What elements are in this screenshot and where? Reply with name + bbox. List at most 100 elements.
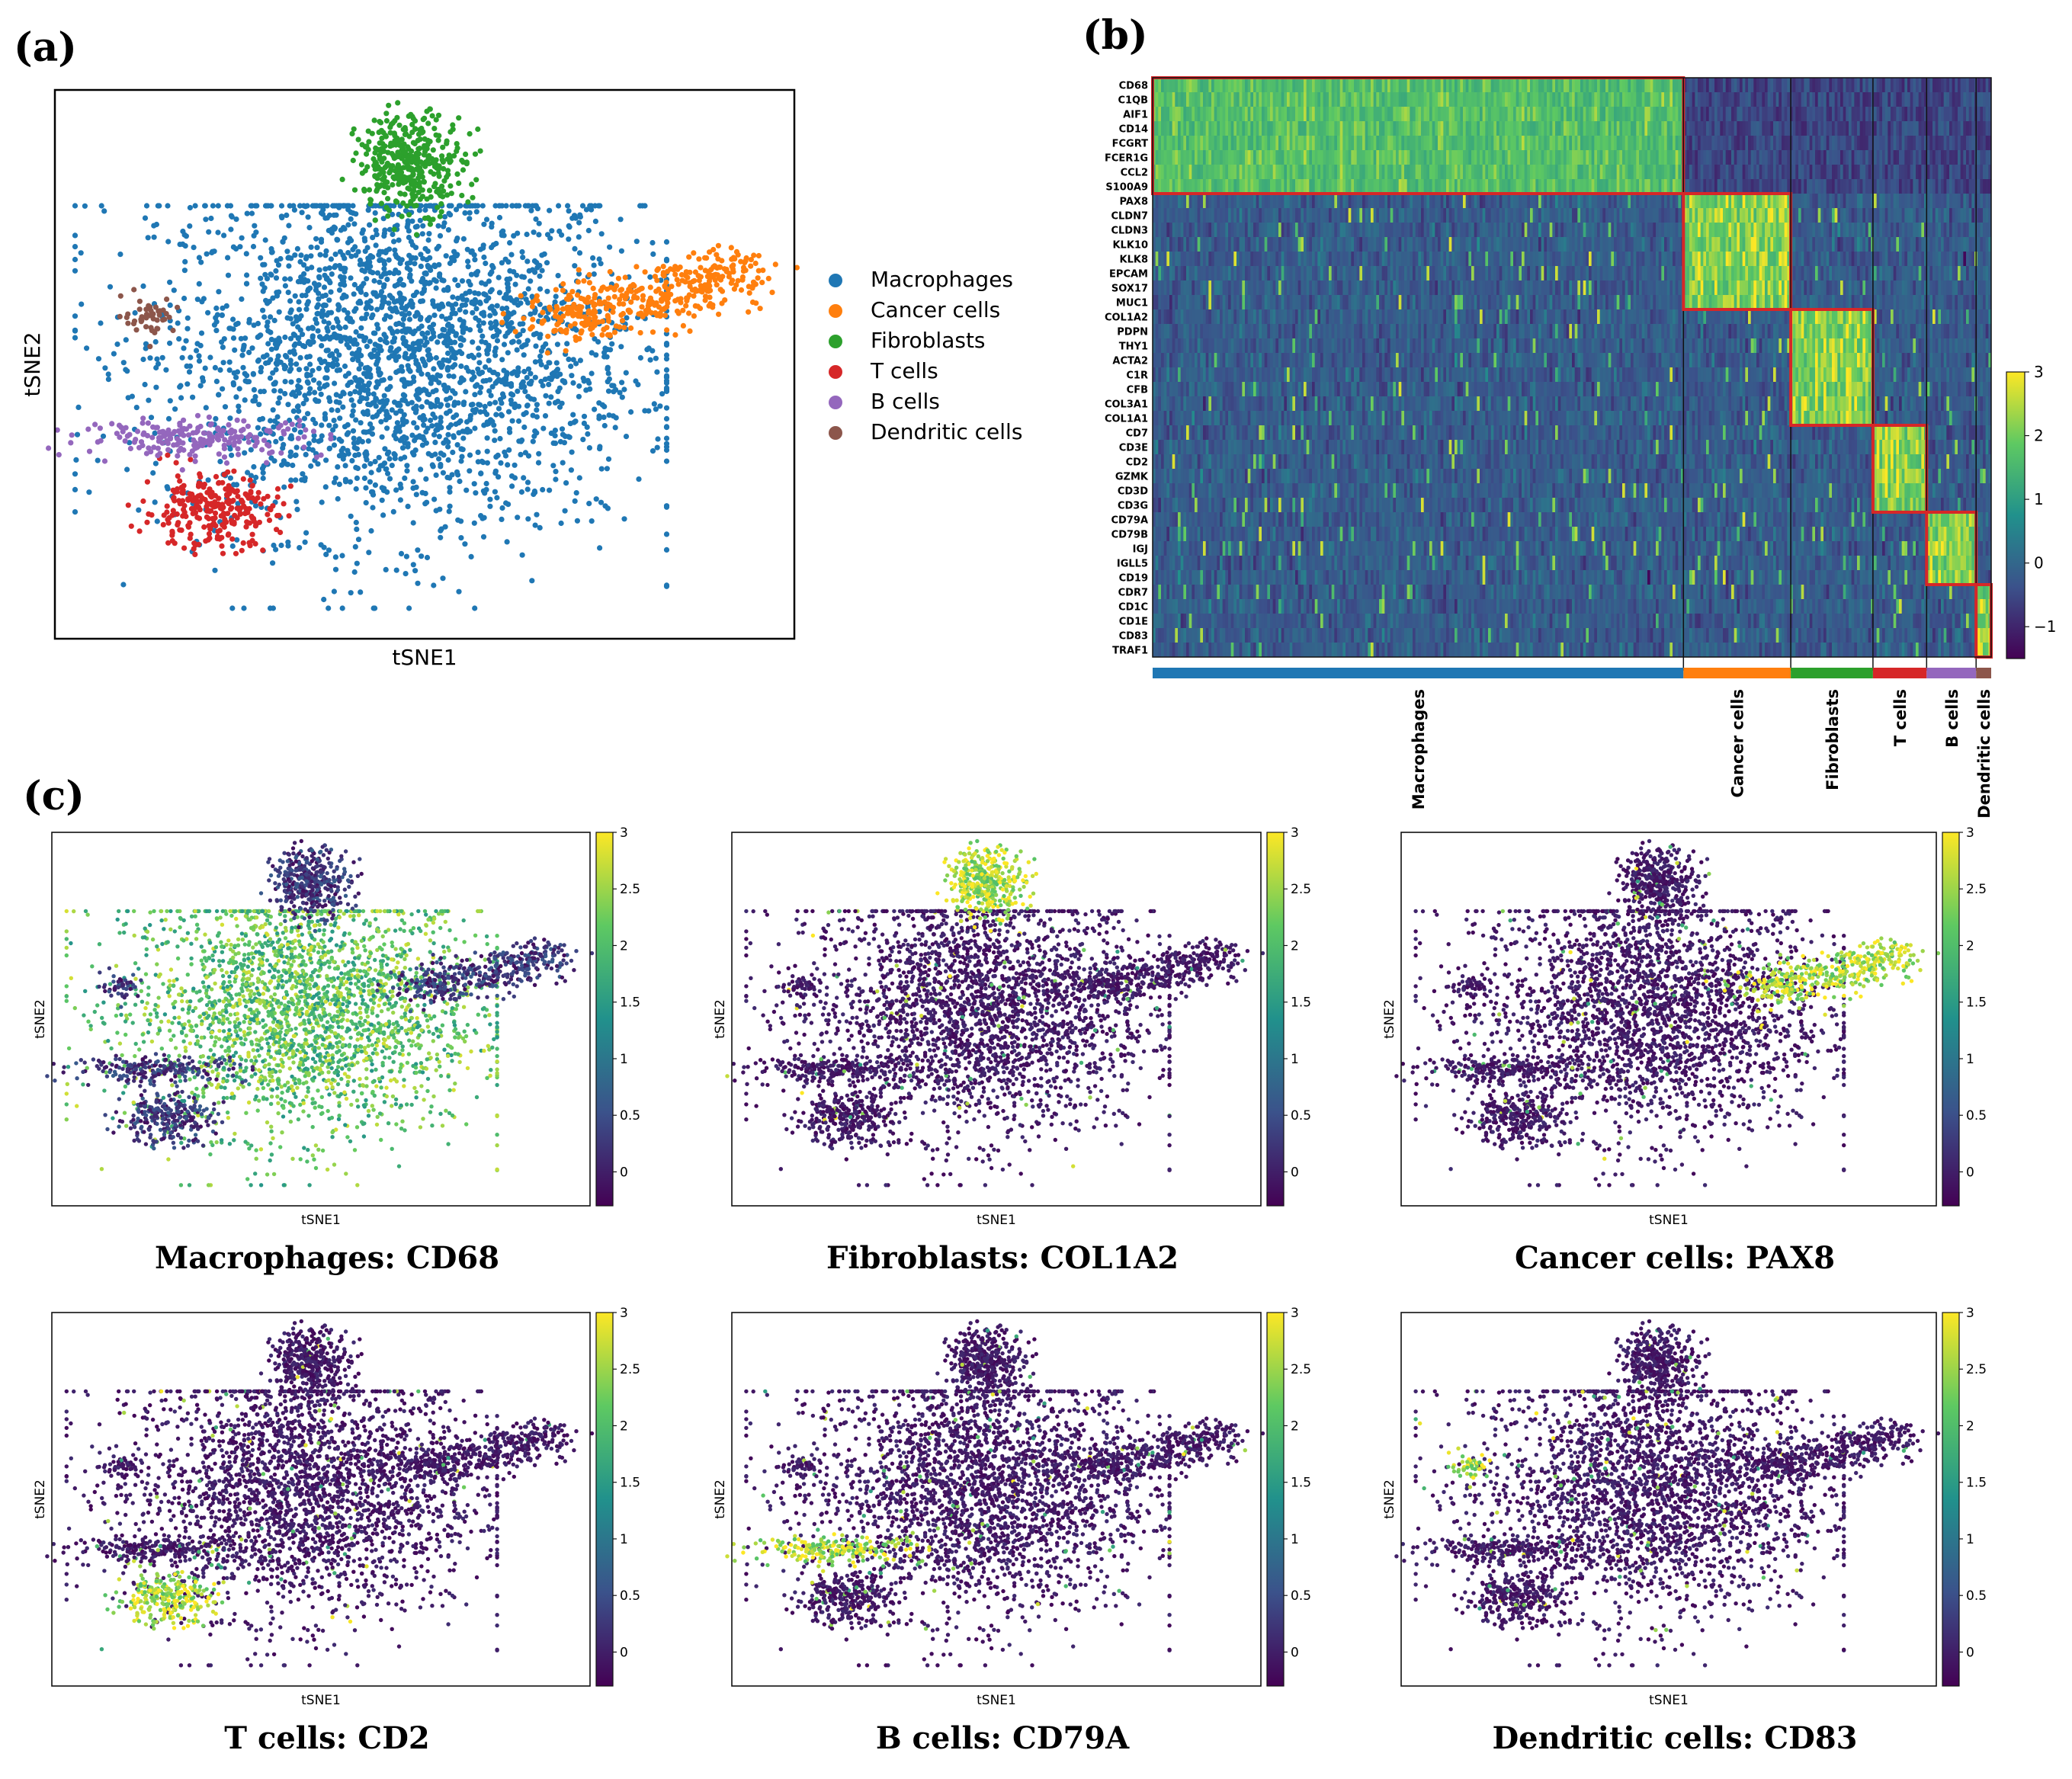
point [413, 203, 419, 209]
heatmap-cell [1166, 179, 1170, 194]
heatmap-cell [1161, 469, 1165, 484]
point [361, 338, 367, 344]
point [297, 429, 303, 435]
heatmap-cell [1192, 338, 1195, 354]
point [519, 552, 525, 558]
point [663, 415, 670, 422]
point [520, 321, 526, 327]
point [233, 216, 239, 223]
heatmap-cell [1205, 252, 1209, 267]
heatmap-cell [1197, 643, 1201, 658]
point [393, 429, 399, 435]
point [128, 523, 134, 529]
point [183, 338, 189, 344]
point [694, 288, 701, 294]
point [217, 367, 223, 373]
heatmap-cell [1188, 527, 1192, 542]
point [136, 528, 143, 534]
heatmap-cell [1200, 252, 1204, 267]
point [400, 200, 406, 207]
point [367, 352, 374, 358]
heatmap-cell [1192, 367, 1195, 383]
point [413, 492, 419, 498]
point [176, 336, 182, 342]
point [102, 365, 108, 371]
point [646, 408, 652, 414]
point [405, 154, 411, 161]
heatmap-cell [1197, 194, 1201, 209]
heatmap-cell [1175, 483, 1179, 498]
point [271, 424, 277, 430]
heatmap-cell [1178, 599, 1182, 614]
point [585, 431, 591, 438]
heatmap-cell [1169, 78, 1173, 93]
heatmap-cell [1161, 121, 1165, 136]
heatmap-cell [1192, 440, 1195, 455]
point [534, 402, 540, 408]
point [396, 237, 402, 243]
point [755, 252, 762, 259]
point [389, 463, 395, 469]
heatmap-cell [1158, 585, 1162, 600]
heatmap-cell [1175, 223, 1179, 238]
point [520, 255, 526, 261]
heatmap-cell [1192, 309, 1195, 325]
point [352, 543, 358, 550]
point [303, 396, 310, 402]
point [266, 518, 273, 524]
point [226, 422, 232, 428]
point [420, 223, 426, 229]
point [413, 346, 419, 352]
point [396, 270, 402, 276]
point [663, 356, 670, 362]
heatmap-cell [1180, 223, 1184, 238]
point [202, 203, 208, 209]
heatmap-cell [1203, 440, 1207, 455]
heatmap-cell [1214, 483, 1217, 498]
heatmap-cell [1195, 599, 1198, 614]
heatmap-cell [1214, 165, 1217, 180]
heatmap-cell [1217, 585, 1220, 600]
heatmap-cell [1195, 179, 1198, 194]
point [698, 283, 704, 289]
heatmap-cell [1172, 396, 1176, 412]
heatmap-cell [1186, 382, 1190, 397]
point [316, 380, 322, 386]
point [393, 142, 399, 148]
point [296, 335, 302, 341]
heatmap-cell [1172, 165, 1176, 180]
point [477, 402, 483, 409]
heatmap-cell [1205, 411, 1209, 426]
heatmap-cell [1172, 425, 1176, 441]
point [165, 452, 171, 458]
point [298, 252, 304, 258]
point [448, 255, 455, 261]
heatmap-cell [1208, 92, 1212, 107]
point [419, 278, 425, 285]
heatmap-cell [1205, 643, 1209, 658]
heatmap-cell [1180, 266, 1184, 281]
point [480, 320, 486, 326]
point [379, 434, 385, 440]
point [318, 452, 324, 458]
heatmap-cell [1183, 469, 1187, 484]
heatmap-cell [1183, 527, 1187, 542]
point [496, 290, 503, 296]
point [432, 451, 438, 457]
point [383, 117, 390, 124]
heatmap-cell [1188, 223, 1192, 238]
point [219, 312, 225, 318]
heatmap-cell [1180, 136, 1184, 151]
point [184, 381, 191, 387]
point [366, 187, 373, 193]
heatmap-cell [1214, 309, 1217, 325]
point [715, 242, 722, 248]
heatmap-cell [1195, 425, 1198, 441]
point [364, 300, 370, 306]
heatmap-cell [1220, 208, 1224, 223]
point [196, 358, 203, 364]
heatmap-cell [1220, 280, 1224, 296]
point [294, 506, 300, 513]
heatmap-cell [1163, 165, 1167, 180]
point [245, 470, 251, 476]
